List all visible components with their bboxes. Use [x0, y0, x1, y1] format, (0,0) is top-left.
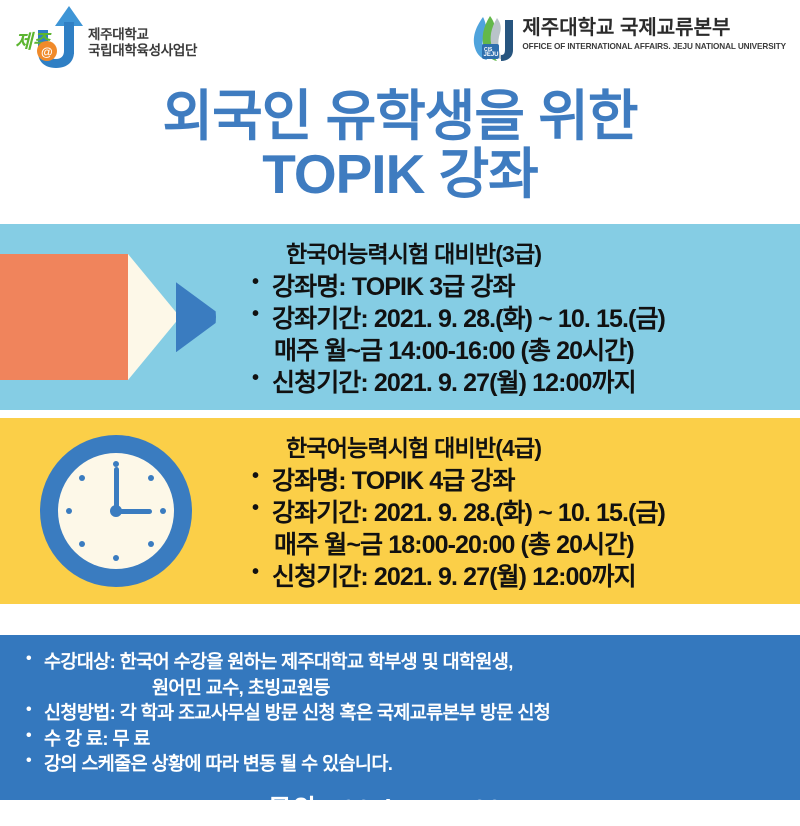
clock-hour-mark-5 — [148, 541, 154, 548]
course-item-period: 강좌기간: 2021. 9. 28.(화) ~ 10. 15.(금) — [252, 496, 786, 529]
title-line-1: 외국인 유학생을 위한 — [162, 85, 639, 147]
logo-right-wordmark: 제주대학교 국제교류본부 OFFICE OF INTERNATIONAL AFF… — [522, 14, 786, 51]
clock-hour-mark-11 — [79, 475, 85, 482]
svg-text:@: @ — [41, 45, 53, 59]
svg-text:CIS: CIS — [484, 47, 493, 53]
pencil-tip — [176, 282, 216, 353]
footer-item-eligibility: 수강대상: 한국어 수강을 원하는 제주대학교 학부생 및 대학원생, — [22, 648, 782, 675]
poster-root: 제주 @ 제주대학교 국립대학육성사업단 CIS — [0, 0, 800, 800]
clock-illustration — [0, 418, 252, 604]
logo-jeju-national-university-project-group: 제주 @ 제주대학교 국립대학육성사업단 — [12, 6, 197, 72]
course-item-name: 강좌명: TOPIK 3급 강좌 — [252, 270, 786, 303]
jeju-j-arrow-svg: 제주 @ — [15, 6, 83, 68]
course-list-level4: 강좌명: TOPIK 4급 강좌 강좌기간: 2021. 9. 28.(화) ~… — [252, 464, 786, 593]
clock-hour-mark-9 — [66, 508, 72, 515]
logo-left-wordmark: 제주대학교 국립대학육성사업단 — [88, 19, 197, 58]
course-band-level3-body: 한국어능력시험 대비반(3급) 강좌명: TOPIK 3급 강좌 강좌기간: 2… — [252, 235, 800, 399]
clock-hour-hand — [116, 508, 152, 514]
poster-footer: 수강대상: 한국어 수강을 원하는 제주대학교 학부생 및 대학원생, 원어민 … — [0, 635, 800, 824]
clock-minute-hand — [113, 467, 119, 512]
course-item-period: 강좌기간: 2021. 9. 28.(화) ~ 10. 15.(금) — [252, 302, 786, 335]
clock-hour-mark-7 — [79, 541, 85, 548]
logo-left-line2: 국립대학육성사업단 — [88, 43, 198, 58]
pencil-illustration — [0, 224, 252, 410]
clock-hour-mark-3 — [160, 508, 166, 515]
clock-center-pin — [110, 505, 122, 518]
jeju-j-arrow-icon: 제주 @ — [12, 6, 84, 72]
footer-info-list: 수강대상: 한국어 수강을 원하는 제주대학교 학부생 및 대학원생, 원어민 … — [0, 648, 800, 777]
course-list-level3: 강좌명: TOPIK 3급 강좌 강좌기간: 2021. 9. 28.(화) ~… — [252, 270, 786, 399]
clock-hour-mark-12 — [113, 461, 119, 468]
footer-item-schedule-notice: 강의 스케줄은 상황에 따라 변동 될 수 있습니다. — [22, 750, 782, 777]
course-heading-level4: 한국어능력시험 대비반(4급) — [286, 435, 542, 462]
jnu-flame-emblem-icon: CIS JEJU — [469, 14, 515, 64]
logo-left-line1: 제주대학교 — [88, 27, 149, 43]
course-item-schedule: 매주 월~금 18:00-20:00 (총 20시간) — [274, 531, 635, 560]
course-band-level4: 한국어능력시험 대비반(4급) 강좌명: TOPIK 4급 강좌 강좌기간: 2… — [0, 418, 800, 605]
logo-right-english: OFFICE OF INTERNATIONAL AFFAIRS. JEJU NA… — [522, 42, 786, 51]
logo-office-of-international-affairs: CIS JEJU 제주대학교 국제교류본부 OFFICE OF INTERNAT… — [469, 14, 786, 64]
clock-hour-mark-6 — [113, 555, 119, 562]
course-band-level4-body: 한국어능력시험 대비반(4급) 강좌명: TOPIK 4급 강좌 강좌기간: 2… — [252, 429, 800, 593]
pencil-wood — [128, 254, 180, 381]
course-item-name: 강좌명: TOPIK 4급 강좌 — [252, 464, 786, 497]
course-heading-level3: 한국어능력시험 대비반(3급) — [286, 241, 542, 268]
course-item-application-deadline: 신청기간: 2021. 9. 27(월) 12:00까지 — [252, 366, 786, 399]
poster-title: 외국인 유학생을 위한 TOPIK 강좌 — [0, 88, 800, 202]
footer-item-eligibility-cont: 원어민 교수, 초빙교원등 — [152, 676, 330, 698]
logo-right-korean: 제주대학교 국제교류본부 — [522, 17, 731, 39]
footer-item-how-to-apply: 신청방법: 각 학과 조교사무실 방문 신청 혹은 국제교류본부 방문 신청 — [22, 699, 782, 726]
jnu-flame-emblem-svg: CIS JEJU — [474, 16, 514, 61]
course-item-schedule: 매주 월~금 14:00-16:00 (총 20시간) — [274, 337, 635, 366]
course-item-application-deadline: 신청기간: 2021. 9. 27(월) 12:00까지 — [252, 560, 786, 593]
title-line-2: TOPIK 강좌 — [262, 143, 539, 206]
course-band-level3: 한국어능력시험 대비반(3급) 강좌명: TOPIK 3급 강좌 강좌기간: 2… — [0, 224, 800, 411]
clock-icon — [40, 435, 192, 588]
pencil-body — [0, 254, 128, 381]
jeju-badge-text: JEJU — [484, 52, 499, 58]
footer-item-tuition: 수 강 료: 무 료 — [22, 725, 782, 752]
pencil-icon — [0, 254, 226, 381]
footer-contact-phone: 문의 : 064) 754 - 8245 — [267, 793, 533, 824]
clock-hour-mark-1 — [148, 475, 154, 482]
poster-header: 제주 @ 제주대학교 국립대학육성사업단 CIS — [0, 0, 800, 86]
